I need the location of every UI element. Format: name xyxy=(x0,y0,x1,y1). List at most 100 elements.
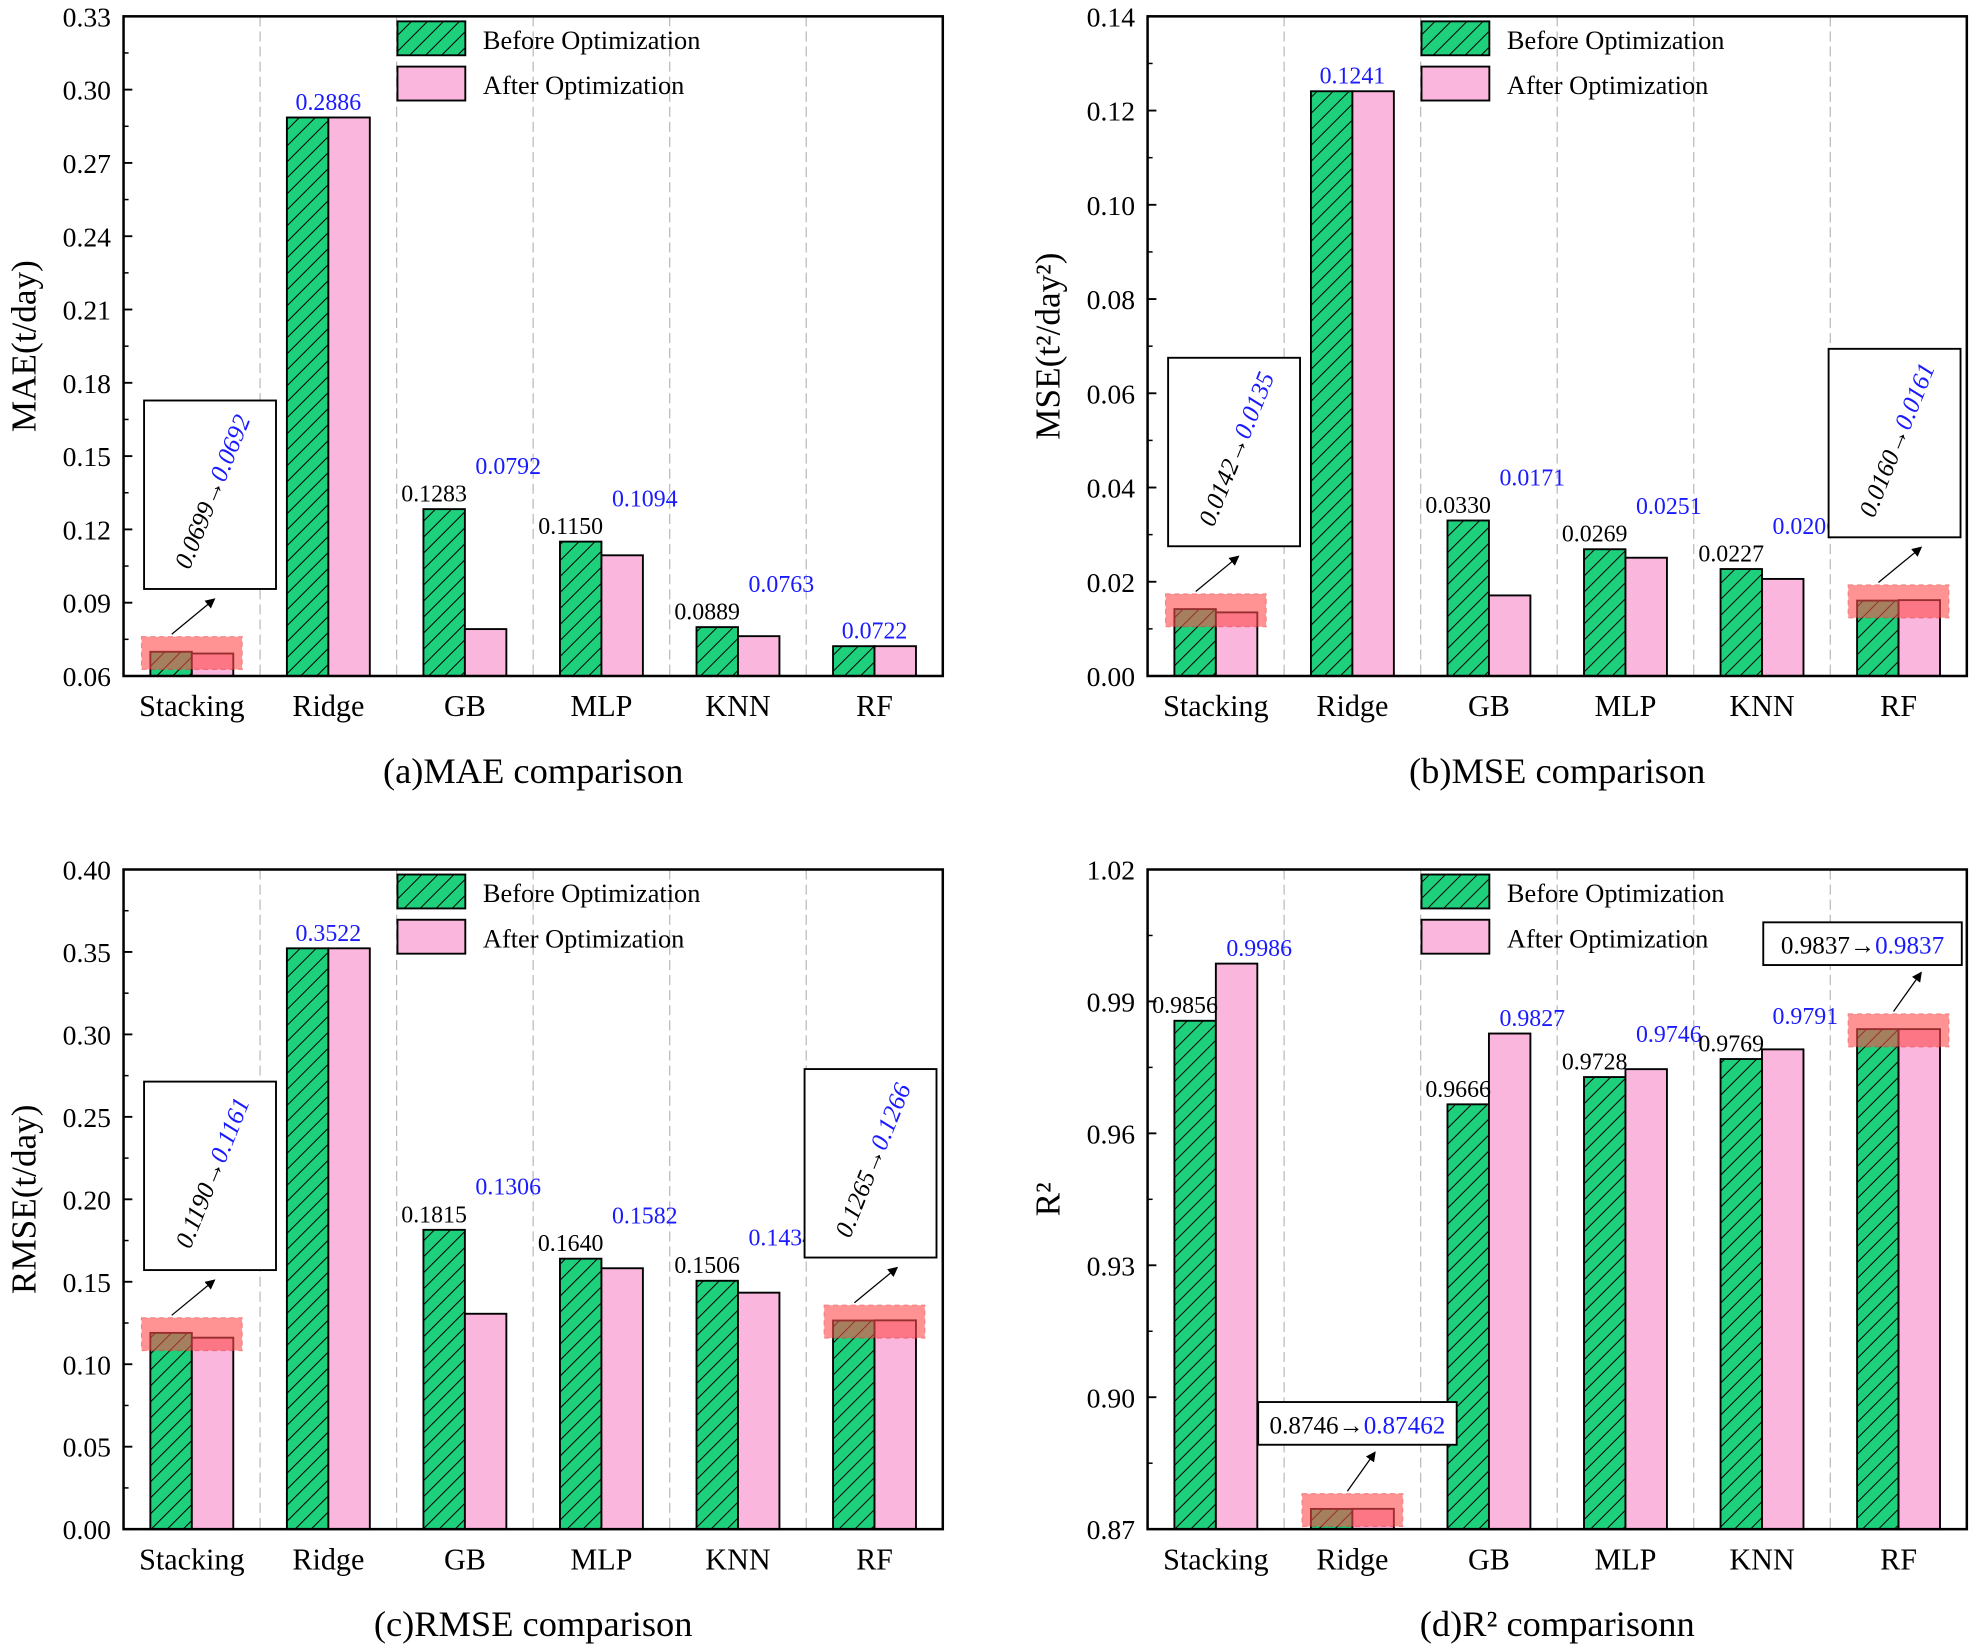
x-tick-label: RF xyxy=(856,689,893,723)
x-tick-label: MLP xyxy=(1594,1542,1656,1576)
legend-swatch-after xyxy=(396,918,467,955)
bar-after-rf xyxy=(873,645,917,677)
x-tick-label: Stacking xyxy=(1163,689,1268,723)
bar-before-knn xyxy=(1719,1058,1763,1531)
data-label-after: 0.0171 xyxy=(1499,465,1565,491)
bar-before-gb xyxy=(422,1228,466,1531)
highlight-region xyxy=(140,1317,243,1352)
chart-caption: (d)R² comparisonn xyxy=(1420,1604,1695,1644)
highlight-region xyxy=(1847,584,1950,619)
x-tick-label: KNN xyxy=(705,1542,771,1576)
bar-after-stacking xyxy=(190,1336,235,1531)
bar-before-mlp xyxy=(1583,1076,1627,1531)
chart-caption: (c)RMSE comparison xyxy=(374,1604,693,1644)
data-label-before: 0.0889 xyxy=(674,600,740,626)
y-axis-label: R² xyxy=(1029,1182,1068,1216)
annotation-after-value: 0.9837 xyxy=(1875,933,1944,960)
y-tick-label: 0.40 xyxy=(63,855,111,886)
x-tick-label: Stacking xyxy=(1163,1542,1268,1576)
y-axis-label: MAE(t/day) xyxy=(5,260,44,432)
x-tick-label: Ridge xyxy=(292,689,364,723)
chart-caption: (a)MAE comparison xyxy=(383,751,683,791)
x-tick-label: KNN xyxy=(705,689,771,723)
x-tick-label: KNN xyxy=(1729,689,1795,723)
annotation-before-value: 0.8746→ xyxy=(1270,1412,1364,1439)
bar-after-knn xyxy=(737,1291,781,1531)
annotation-box xyxy=(1827,347,1962,539)
y-tick-label: 0.93 xyxy=(1087,1250,1135,1281)
y-tick-label: 0.90 xyxy=(1087,1382,1135,1413)
annotation-arrow xyxy=(1878,546,1923,584)
data-label-after: 0.1434 xyxy=(749,1226,815,1252)
y-tick-label: 0.96 xyxy=(1087,1118,1135,1149)
bar-after-gb xyxy=(1487,1032,1532,1531)
bar-after-mlp xyxy=(600,1267,644,1531)
x-tick-label: MLP xyxy=(570,1542,632,1576)
data-label-after: 0.9746 xyxy=(1636,1022,1702,1048)
highlight-region xyxy=(1847,1013,1950,1048)
annotation-arrow xyxy=(171,598,216,635)
chart-panel-1: 0.00 0.02 0.04 0.06 0.08 0.10 0.12 0.14 MSE(t²/d… xyxy=(1029,1,1969,791)
highlight-region xyxy=(823,1304,926,1339)
bar-after-ridge xyxy=(1351,90,1395,677)
data-label-after: 0.0763 xyxy=(749,572,815,598)
bar-after-gb xyxy=(463,628,508,677)
chart-panel-2: 0.00 0.05 0.10 0.15 0.20 0.25 0.30 0.35 0.40 RMSE… xyxy=(5,855,945,1644)
legend-label-after: After Optimization xyxy=(483,923,684,953)
bar-after-knn xyxy=(1761,577,1805,677)
data-label-after: 0.0792 xyxy=(475,454,541,480)
bar-after-knn xyxy=(1761,1048,1805,1531)
legend-swatch-after xyxy=(396,65,467,102)
y-tick-label: 0.87 xyxy=(1087,1514,1136,1545)
bar-before-ridge xyxy=(285,116,330,677)
data-label-before: 0.0330 xyxy=(1425,493,1491,519)
bar-after-stacking xyxy=(1214,962,1259,1531)
y-tick-label: 0.06 xyxy=(1087,378,1135,409)
y-tick-label: 0.14 xyxy=(1087,1,1136,32)
highlight-region xyxy=(1164,593,1267,628)
annotation-box xyxy=(803,1068,938,1259)
y-tick-label: 0.30 xyxy=(63,1019,111,1050)
annotation-box xyxy=(1167,356,1301,548)
data-label-after: 0.0206 xyxy=(1773,514,1839,540)
y-tick-label: 0.27 xyxy=(63,148,112,179)
data-label-before: 0.9856 xyxy=(1152,993,1218,1019)
x-tick-label: GB xyxy=(444,1542,486,1576)
bar-before-gb xyxy=(1446,1103,1490,1531)
bar-before-stacking xyxy=(149,1331,193,1531)
data-label-after: 0.1306 xyxy=(475,1175,541,1201)
highlight-region xyxy=(1301,1493,1404,1528)
x-tick-label: GB xyxy=(1468,1542,1510,1576)
bar-after-mlp xyxy=(1624,556,1668,677)
data-label-before: 0.1283 xyxy=(401,482,467,508)
data-label-after: 0.2886 xyxy=(296,90,362,116)
bar-after-mlp xyxy=(600,554,644,677)
y-tick-label: 0.15 xyxy=(63,1267,111,1298)
x-tick-label: Stacking xyxy=(139,1542,244,1576)
annotation-arrow xyxy=(1195,555,1240,592)
y-tick-label: 0.10 xyxy=(1087,190,1135,221)
annotation-text: 0.8746→0.87462 xyxy=(1270,1412,1446,1439)
chart-caption: (b)MSE comparison xyxy=(1409,751,1705,791)
bar-before-mlp xyxy=(559,1257,603,1531)
plot-frame xyxy=(122,15,945,678)
y-tick-label: 0.33 xyxy=(63,1,111,32)
bar-after-mlp xyxy=(1624,1068,1668,1531)
x-tick-label: RF xyxy=(856,1542,893,1576)
bar-before-gb xyxy=(422,508,466,677)
legend-swatch-after xyxy=(1420,918,1491,955)
data-label-before: 0.9666 xyxy=(1425,1077,1491,1103)
highlight-region xyxy=(140,636,243,671)
legend-label-after: After Optimization xyxy=(1507,923,1708,953)
legend-swatch-before xyxy=(396,873,467,910)
y-tick-label: 0.35 xyxy=(63,937,111,968)
annotation-box xyxy=(1257,1401,1458,1446)
legend-label-after: After Optimization xyxy=(1507,70,1708,100)
annotation-box xyxy=(143,399,277,590)
data-label-after: 0.3522 xyxy=(296,921,362,947)
bar-before-mlp xyxy=(1583,548,1627,677)
y-tick-label: 0.99 xyxy=(1087,986,1135,1017)
data-label-before: 0.1640 xyxy=(538,1231,604,1257)
annotation-box xyxy=(143,1080,277,1272)
